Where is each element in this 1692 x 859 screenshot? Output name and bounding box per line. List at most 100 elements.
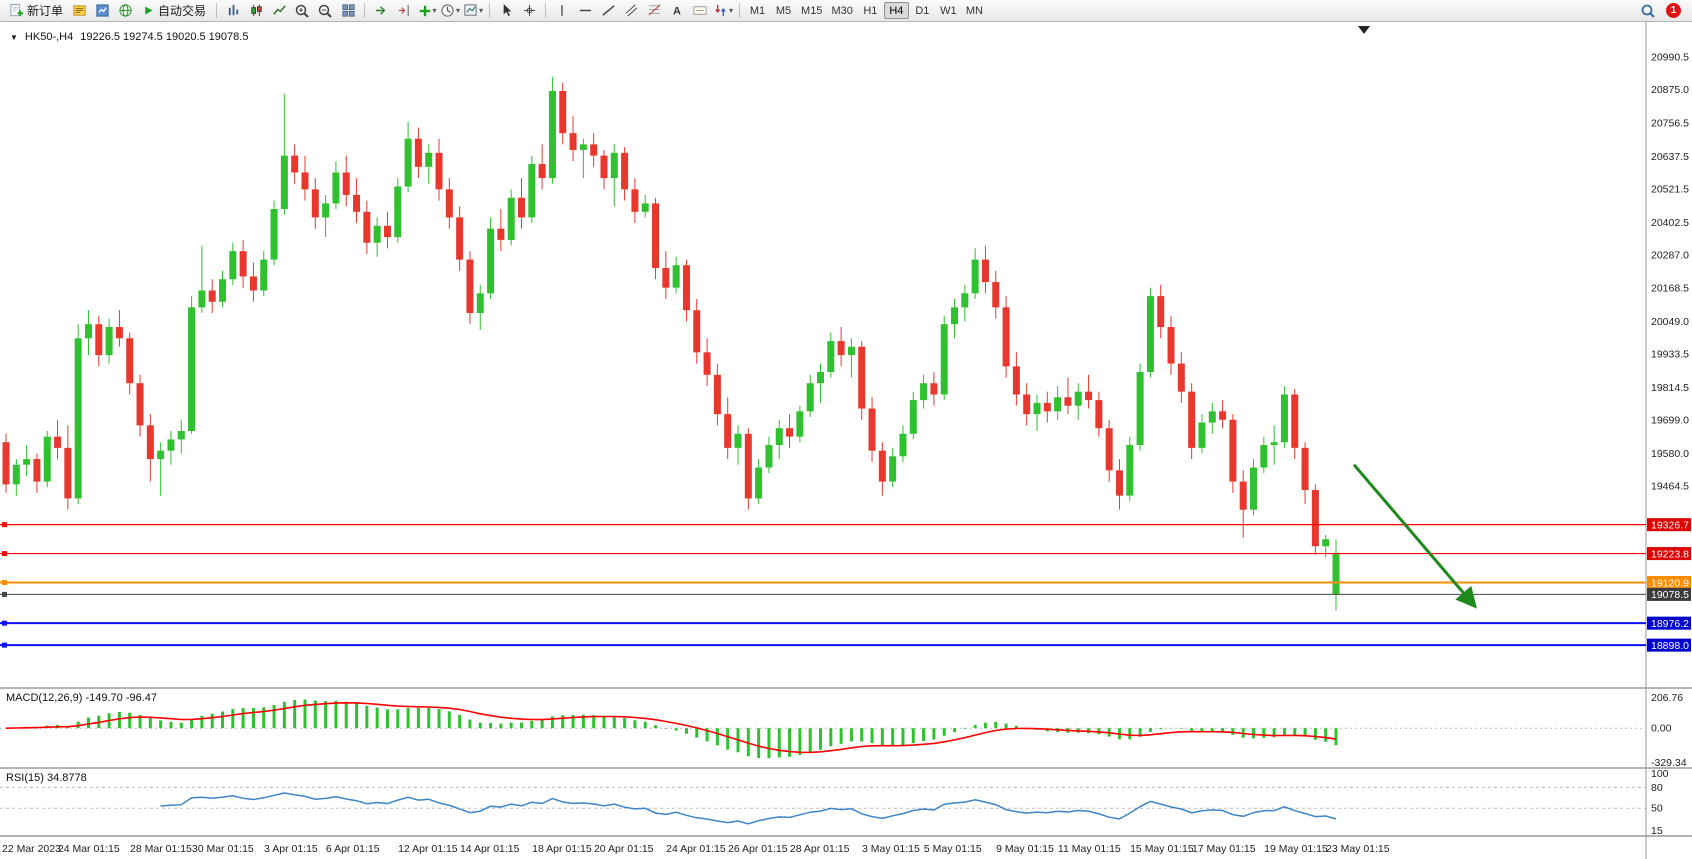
price-tag-label: 18898.0 [1651, 640, 1689, 652]
symbol-collapse-icon[interactable]: ▼ [10, 32, 18, 42]
time-axis-label: 15 May 01:15 [1130, 843, 1194, 855]
candle-body [1033, 402, 1041, 415]
horizontal-line-button[interactable] [574, 1, 596, 21]
candle-body [1002, 307, 1010, 367]
line-handle[interactable] [2, 551, 7, 557]
text-label-button[interactable] [689, 1, 711, 21]
price-tag [1647, 547, 1691, 561]
timeframe-mn-button[interactable]: MN [965, 4, 983, 17]
equidistant-channel-button[interactable] [620, 1, 642, 21]
timeframe-m1-button[interactable]: M1 [749, 4, 766, 17]
toolbar-divider [545, 3, 547, 18]
horizontal-line-icon [579, 9, 591, 12]
line-handle[interactable] [2, 522, 7, 528]
trendline-button[interactable] [597, 1, 619, 21]
candle-body [373, 225, 381, 243]
arrows-button[interactable]: ▾ [712, 1, 734, 21]
indicators-button[interactable]: ▾ [416, 1, 438, 21]
bar-chart-button[interactable] [222, 1, 244, 21]
candle-body [1311, 490, 1319, 547]
candle-body [693, 310, 701, 353]
zoom-out-icon [318, 4, 332, 18]
candle-body [971, 259, 979, 294]
candle-body [610, 152, 618, 179]
price-axis-label: 19464.5 [1651, 480, 1689, 492]
candle-body [1250, 467, 1258, 510]
candle-body [33, 459, 41, 482]
zoom-in-button[interactable] [291, 1, 313, 21]
candle-body [631, 189, 639, 212]
chart-shift-icon [398, 4, 409, 17]
candle-body [64, 447, 72, 499]
price-axis-label: 19699.0 [1651, 415, 1689, 427]
crosshair-button[interactable] [518, 1, 540, 21]
candle-body [1085, 391, 1093, 401]
templates-button[interactable]: ▾ [462, 1, 484, 21]
line-handle[interactable] [2, 591, 7, 597]
rsi-scale-label: 80 [1651, 782, 1663, 794]
price-tag [1647, 575, 1691, 589]
price-tag-label: 19078.5 [1651, 589, 1689, 601]
trend-arrow-annotation[interactable] [1352, 463, 1477, 609]
chart-shift-button[interactable] [393, 1, 415, 21]
line-handle[interactable] [2, 642, 7, 648]
candle-body [54, 436, 62, 448]
candlestick-chart-button[interactable] [245, 1, 267, 21]
rsi-scale-label: 15 [1651, 825, 1663, 837]
line-handle[interactable] [2, 620, 7, 626]
metaeditor-button[interactable] [68, 1, 90, 21]
crosshair-icon [523, 4, 535, 17]
candle-body [1291, 394, 1299, 448]
overflow-marker-icon[interactable] [1358, 26, 1370, 34]
candle-body [837, 341, 845, 356]
market-watch-button[interactable] [91, 1, 113, 21]
candle-body [249, 276, 257, 291]
text-button[interactable]: A [666, 1, 688, 21]
autotrading-button[interactable]: 自动交易 [137, 1, 211, 21]
line-chart-button[interactable] [268, 1, 290, 21]
timeframe-h4-button[interactable]: H4 [883, 2, 909, 19]
price-tag-label: 18976.2 [1651, 618, 1689, 630]
timeframe-m15-button[interactable]: M15 [801, 4, 823, 17]
candle-body [167, 439, 175, 451]
candle-body [1208, 411, 1216, 423]
candle-body [662, 268, 670, 288]
candle-body [84, 324, 92, 339]
candle-body [1043, 402, 1051, 412]
notification-badge[interactable]: 1 [1666, 3, 1681, 18]
timeframe-h1-button[interactable]: H1 [863, 4, 878, 17]
timeframe-m5-button[interactable]: M5 [775, 4, 792, 17]
timeframe-d1-button[interactable]: D1 [915, 4, 930, 17]
trendline-icon [601, 5, 615, 16]
candle-body [621, 152, 629, 190]
candle-body [868, 408, 876, 451]
timeframe-m30-button[interactable]: M30 [831, 4, 853, 17]
chevron-down-icon: ▾ [729, 6, 734, 15]
cursor-button[interactable] [495, 1, 517, 21]
candle-body [600, 155, 608, 179]
price-axis-label: 19933.5 [1651, 349, 1689, 361]
toolbar-divider [364, 3, 366, 18]
chevron-down-icon: ▾ [432, 6, 437, 15]
periods-button[interactable]: ▾ [439, 1, 461, 21]
candle-body [229, 251, 237, 280]
candle-body [1095, 400, 1103, 429]
search-button[interactable] [1637, 1, 1659, 21]
vertical-line-button[interactable] [551, 1, 573, 21]
candle-body [1270, 442, 1278, 446]
new-order-button[interactable]: 新订单 [5, 1, 67, 21]
timeframe-w1-button[interactable]: W1 [940, 4, 957, 17]
zoom-out-button[interactable] [314, 1, 336, 21]
line-handle[interactable] [2, 579, 7, 585]
fibonacci-button[interactable] [643, 1, 665, 21]
time-axis-label: 20 Apr 01:15 [594, 843, 654, 855]
auto-scroll-button[interactable] [370, 1, 392, 21]
price-tag [1647, 518, 1691, 532]
community-button[interactable] [114, 1, 136, 21]
time-axis-label: 24 Mar 01:15 [58, 843, 120, 855]
rsi-scale-label: 100 [1651, 768, 1669, 780]
candle-body [1023, 394, 1031, 415]
tile-windows-button[interactable] [337, 1, 359, 21]
svg-text:A: A [673, 5, 681, 17]
